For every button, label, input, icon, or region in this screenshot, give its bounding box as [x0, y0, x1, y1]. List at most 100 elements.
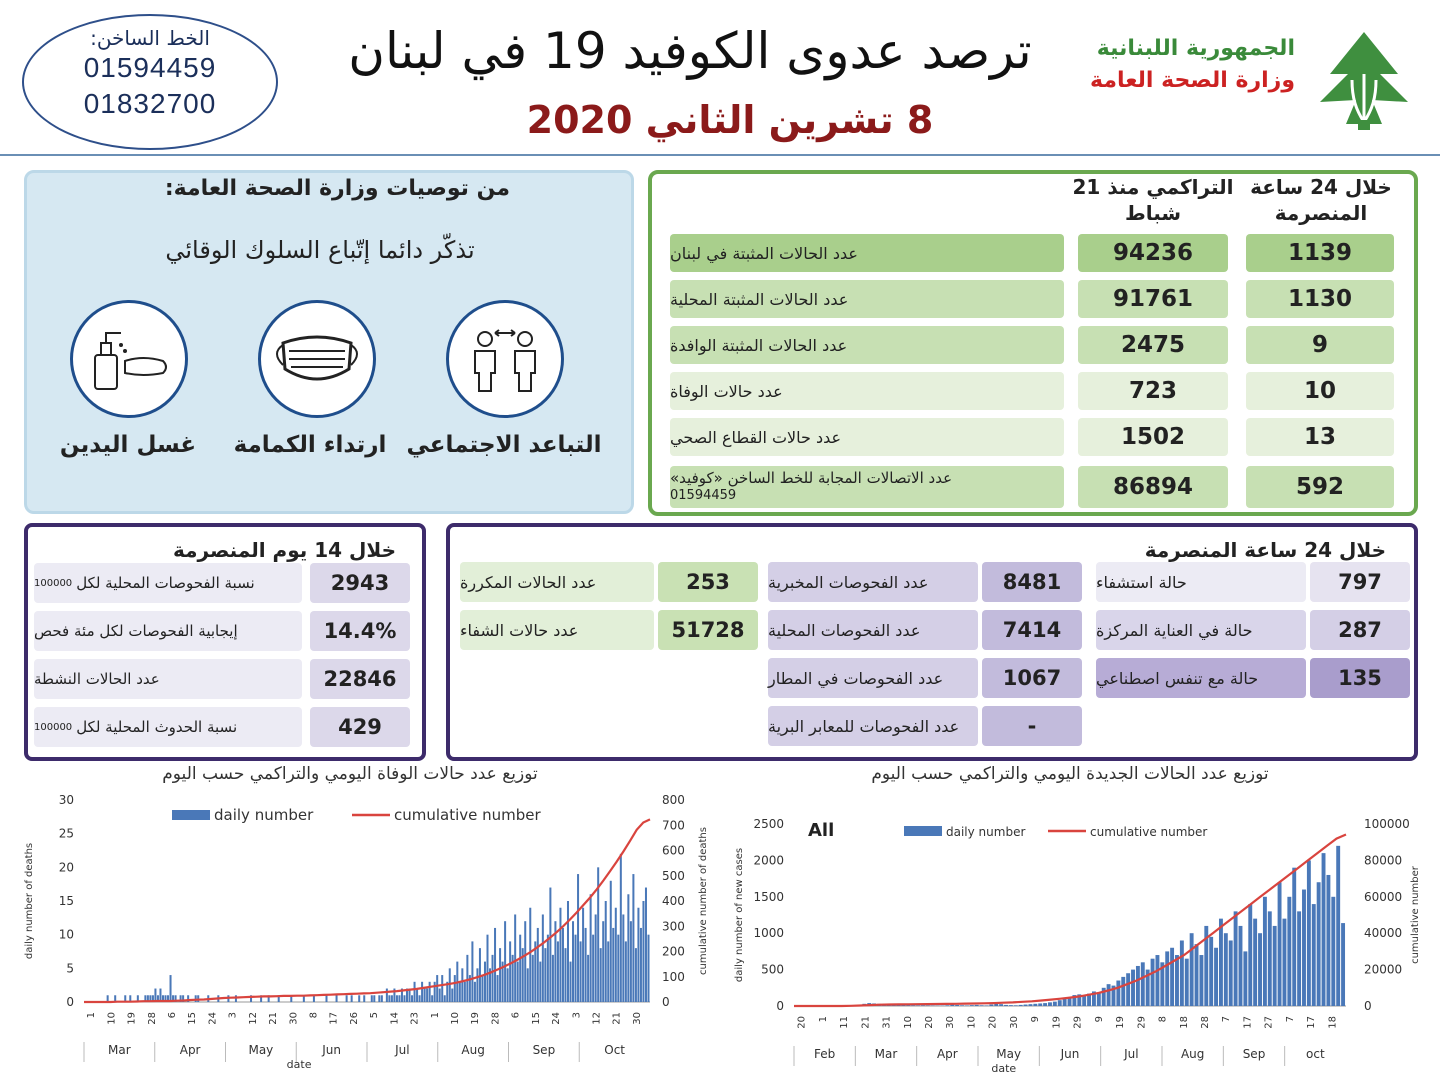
daily-bar — [1126, 973, 1131, 1006]
daily-bar — [1258, 933, 1262, 1006]
month-label: Sep — [1243, 1047, 1266, 1061]
daily-bar — [901, 1004, 906, 1006]
daily-bar — [577, 874, 580, 1002]
daily-bar — [979, 1005, 984, 1006]
daily-bar — [1199, 955, 1204, 1006]
daily-bar — [994, 1003, 999, 1006]
x-tick-label: 3 — [571, 1012, 582, 1018]
y-tick-label: 1500 — [753, 890, 784, 904]
days14-label: نسبة الفحوصات المحلية لكل 100000 — [34, 563, 302, 603]
daily-bar — [589, 894, 592, 1002]
daily-bar — [501, 961, 504, 1002]
daily-bar — [312, 995, 315, 1002]
daily-bar — [156, 995, 159, 1002]
daily-bar — [592, 934, 595, 1002]
hotline-number: 01594459 — [83, 52, 217, 83]
y2-tick-label: 300 — [662, 919, 685, 933]
tests-value: - — [982, 706, 1082, 746]
daily-bar — [486, 934, 489, 1002]
daily-bar — [426, 988, 429, 1002]
daily-bar — [541, 914, 544, 1002]
daily-bar — [408, 988, 411, 1002]
daily-bar — [1336, 845, 1341, 1006]
daily-bar — [1048, 1002, 1052, 1006]
stat-24h-value: 13 — [1246, 418, 1394, 456]
y2-tick-label: 400 — [662, 894, 685, 908]
x-tick-label: 30 — [288, 1012, 299, 1025]
daily-bar — [290, 995, 293, 1002]
daily-bar — [574, 934, 577, 1002]
daily-bar — [1321, 853, 1326, 1006]
daily-bar — [385, 988, 388, 1002]
daily-bar — [418, 995, 421, 1002]
daily-bar — [1131, 969, 1135, 1006]
daily-bar — [989, 1004, 994, 1006]
x-tick-label: 11 — [839, 1016, 850, 1029]
daily-bar — [556, 941, 559, 1002]
days14-value: 22846 — [310, 659, 410, 699]
daily-bar — [1145, 969, 1150, 1006]
daily-bar — [619, 853, 622, 1002]
daily-bar — [1116, 980, 1121, 1006]
daily-bar — [1062, 998, 1067, 1006]
daily-bar — [466, 954, 469, 1002]
col-header-24h: خلال 24 ساعة المنصرمة — [1250, 175, 1392, 225]
main-stats-panel — [648, 170, 1418, 516]
stat-label-number: 01594459 — [670, 488, 737, 503]
daily-bar — [194, 995, 197, 1002]
y-tick-label: 30 — [59, 793, 74, 807]
daily-bar — [609, 880, 612, 1002]
daily-bar — [950, 1004, 955, 1006]
daily-bar — [146, 995, 149, 1002]
y-axis-label: daily number of deaths — [24, 843, 35, 959]
x-tick-label: 30 — [1009, 1016, 1020, 1029]
x-tick-label: 7 — [1221, 1016, 1232, 1022]
stat-cumulative-value: 723 — [1078, 372, 1228, 410]
daily-bar — [1306, 860, 1311, 1006]
stat-cumulative-value: 91761 — [1078, 280, 1228, 318]
daily-bar — [373, 995, 376, 1002]
hotline-box: الخط الساخن: 01594459 01832700 — [22, 14, 278, 150]
x-tick-label: 27 — [1264, 1016, 1275, 1029]
daily-bar — [1282, 918, 1287, 1006]
month-label: Jun — [1060, 1047, 1080, 1061]
legend-bar-swatch — [172, 810, 210, 820]
daily-bar — [639, 927, 642, 1002]
x-tick-label: 19 — [127, 1012, 138, 1025]
daily-bar — [504, 921, 507, 1002]
x-tick-label: 20 — [797, 1016, 808, 1029]
month-label: Mar — [108, 1043, 131, 1057]
daily-bar — [1248, 904, 1253, 1006]
hand-washing-label: غسل اليدين — [59, 432, 197, 458]
tests-value: 8481 — [982, 562, 1082, 602]
daily-bar — [416, 988, 419, 1002]
x-tick-label: 30 — [945, 1016, 956, 1029]
y-tick-label: 0 — [776, 999, 784, 1013]
daily-bar — [164, 995, 167, 1002]
daily-bar — [489, 968, 492, 1002]
daily-bar — [129, 995, 132, 1002]
legend-label: daily number — [946, 825, 1025, 839]
stat-24h-value: 10 — [1246, 372, 1394, 410]
tests-value: 1067 — [982, 658, 1082, 698]
y-tick-label: 15 — [59, 894, 74, 908]
hospital-value: 135 — [1310, 658, 1410, 698]
x-tick-label: 19 — [1051, 1016, 1062, 1029]
daily-bar — [380, 995, 383, 1002]
legend-bar-swatch — [904, 826, 942, 836]
month-label: oct — [1306, 1047, 1325, 1061]
daily-bar — [629, 921, 632, 1002]
daily-bar — [174, 995, 177, 1002]
daily-bar — [1052, 1001, 1057, 1006]
daily-bar — [566, 901, 569, 1002]
x-tick-label: 6 — [511, 1012, 522, 1018]
tests-label: عدد الفحوصات المخبرية — [768, 562, 978, 602]
daily-bar — [1311, 904, 1316, 1006]
stat-label: عدد حالات القطاع الصحي — [670, 418, 1064, 456]
tests-label: عدد الفحوصات للمعابر البرية — [768, 706, 978, 746]
daily-bar — [433, 981, 436, 1002]
x-tick-label: 24 — [207, 1012, 218, 1025]
daily-bar — [1233, 911, 1238, 1006]
daily-bar — [267, 995, 270, 1002]
month-label: Jul — [1123, 1047, 1138, 1061]
